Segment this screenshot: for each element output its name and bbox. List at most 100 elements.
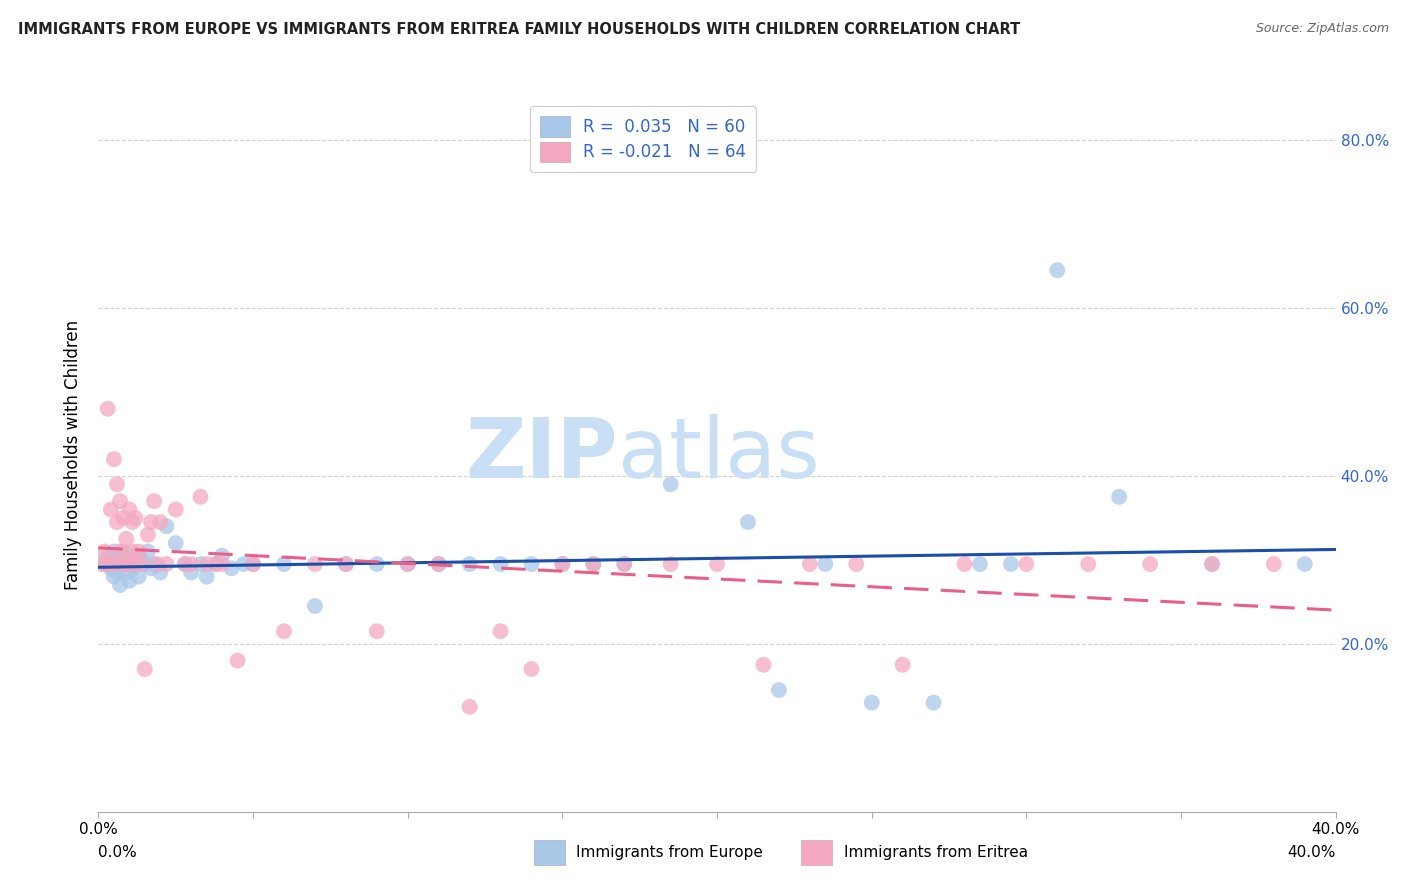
- Point: [112, 544, 135, 558]
- Point: [1000, 557, 1022, 571]
- Point: [131, 553, 153, 567]
- Point: [232, 557, 254, 571]
- Text: Source: ZipAtlas.com: Source: ZipAtlas.com: [1256, 22, 1389, 36]
- Point: [659, 477, 682, 491]
- Point: [953, 557, 976, 571]
- Point: [427, 557, 450, 571]
- Point: [134, 662, 156, 676]
- Text: atlas: atlas: [619, 415, 820, 495]
- Text: Immigrants from Eritrea: Immigrants from Eritrea: [844, 846, 1028, 860]
- Point: [195, 569, 218, 583]
- Point: [149, 515, 172, 529]
- Point: [108, 544, 131, 558]
- Point: [121, 544, 143, 558]
- Point: [174, 557, 197, 571]
- Point: [551, 557, 574, 571]
- Point: [1201, 557, 1223, 571]
- Point: [121, 561, 143, 575]
- Point: [136, 527, 159, 541]
- Point: [242, 557, 264, 571]
- Point: [143, 557, 166, 571]
- Point: [659, 557, 682, 571]
- Point: [174, 557, 197, 571]
- Point: [155, 519, 177, 533]
- Point: [128, 544, 150, 558]
- Point: [93, 544, 115, 558]
- Point: [335, 557, 357, 571]
- Point: [105, 477, 128, 491]
- Point: [100, 502, 122, 516]
- Text: 40.0%: 40.0%: [1288, 846, 1336, 860]
- Point: [427, 557, 450, 571]
- Point: [105, 515, 128, 529]
- Point: [458, 557, 481, 571]
- Point: [582, 557, 605, 571]
- Point: [115, 557, 138, 571]
- Point: [190, 490, 212, 504]
- Point: [737, 515, 759, 529]
- Point: [146, 557, 169, 571]
- Point: [108, 578, 131, 592]
- Point: [752, 657, 775, 672]
- Y-axis label: Family Households with Children: Family Households with Children: [65, 320, 83, 590]
- Point: [180, 566, 202, 580]
- Point: [366, 624, 388, 639]
- Point: [221, 561, 243, 575]
- Point: [139, 561, 162, 575]
- Point: [190, 557, 212, 571]
- Point: [121, 515, 143, 529]
- Point: [103, 569, 125, 583]
- Point: [226, 654, 249, 668]
- Text: 0.0%: 0.0%: [98, 846, 138, 860]
- Point: [211, 549, 233, 563]
- Point: [115, 532, 138, 546]
- Point: [180, 557, 202, 571]
- Point: [165, 536, 187, 550]
- Point: [131, 557, 153, 571]
- Point: [97, 549, 120, 563]
- Point: [1201, 557, 1223, 571]
- Point: [489, 624, 512, 639]
- Point: [582, 557, 605, 571]
- Point: [768, 683, 790, 698]
- Point: [489, 557, 512, 571]
- Legend: R =  0.035   N = 60, R = -0.021   N = 64: R = 0.035 N = 60, R = -0.021 N = 64: [530, 106, 756, 172]
- Point: [128, 569, 150, 583]
- Point: [165, 502, 187, 516]
- Point: [458, 699, 481, 714]
- Point: [118, 557, 141, 571]
- Point: [335, 557, 357, 571]
- Point: [136, 544, 159, 558]
- Point: [115, 553, 138, 567]
- Point: [814, 557, 837, 571]
- Point: [124, 557, 146, 571]
- Point: [1077, 557, 1099, 571]
- Point: [1139, 557, 1161, 571]
- Point: [112, 511, 135, 525]
- Point: [799, 557, 821, 571]
- Point: [195, 557, 218, 571]
- Point: [1108, 490, 1130, 504]
- Point: [366, 557, 388, 571]
- Point: [969, 557, 991, 571]
- Text: IMMIGRANTS FROM EUROPE VS IMMIGRANTS FROM ERITREA FAMILY HOUSEHOLDS WITH CHILDRE: IMMIGRANTS FROM EUROPE VS IMMIGRANTS FRO…: [18, 22, 1021, 37]
- Point: [304, 557, 326, 571]
- Point: [112, 557, 135, 571]
- Text: ZIP: ZIP: [465, 415, 619, 495]
- Point: [155, 557, 177, 571]
- Point: [396, 557, 419, 571]
- Point: [105, 566, 128, 580]
- Point: [205, 557, 228, 571]
- Point: [103, 452, 125, 467]
- Point: [118, 557, 141, 571]
- Point: [97, 401, 120, 416]
- Point: [108, 553, 131, 567]
- Text: Immigrants from Europe: Immigrants from Europe: [576, 846, 763, 860]
- Point: [891, 657, 914, 672]
- Point: [149, 566, 172, 580]
- Point: [845, 557, 868, 571]
- Point: [134, 557, 156, 571]
- Point: [118, 502, 141, 516]
- Point: [124, 511, 146, 525]
- Point: [93, 557, 115, 571]
